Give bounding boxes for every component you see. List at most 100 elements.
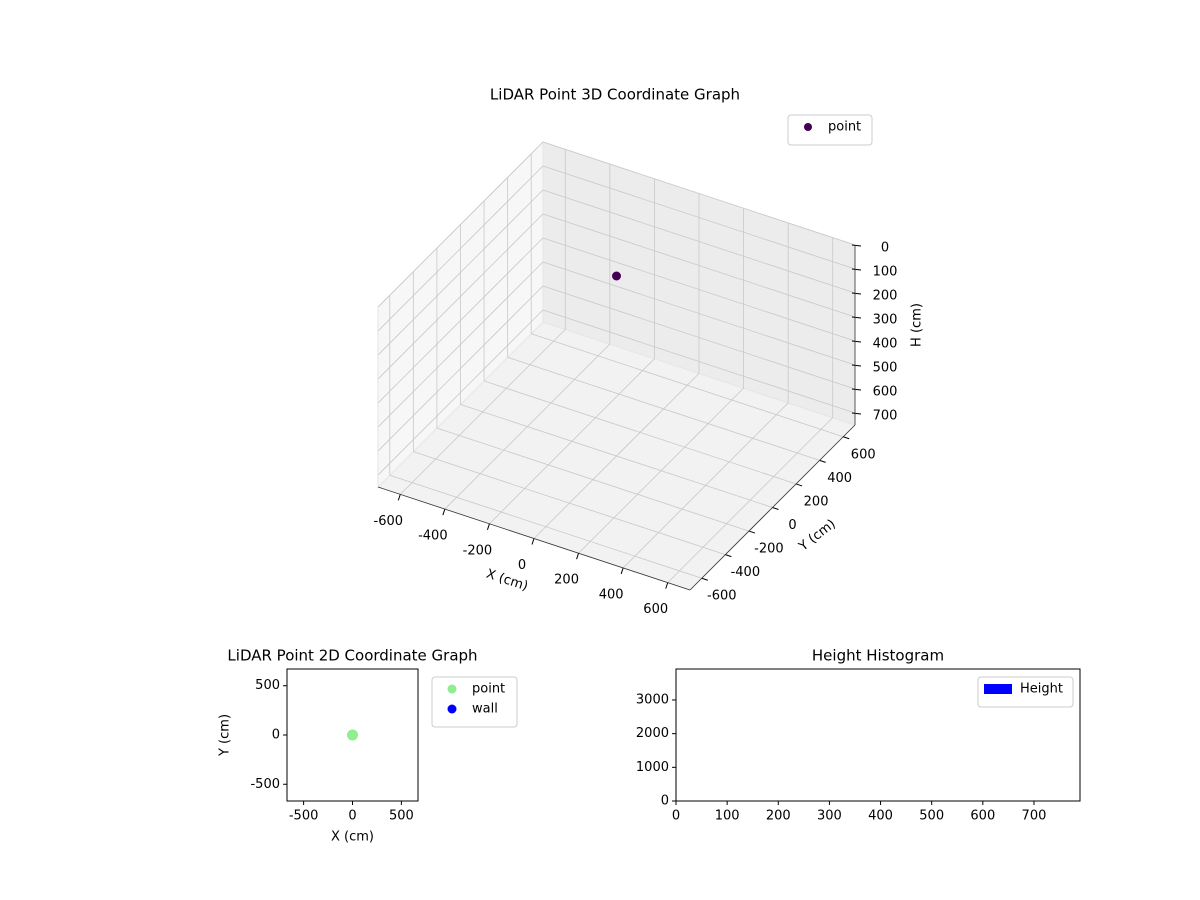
x-tick-label: -500 bbox=[289, 809, 319, 824]
point bbox=[347, 729, 358, 741]
grid-line bbox=[377, 141, 544, 308]
grid-line bbox=[377, 309, 544, 476]
grid-line bbox=[542, 213, 856, 318]
grid-line bbox=[436, 427, 750, 532]
y-axis-label: Y (cm) bbox=[796, 517, 839, 555]
y-tick-label: 400 bbox=[827, 471, 852, 486]
y-tick-label: -400 bbox=[731, 565, 761, 580]
z-tick bbox=[851, 292, 862, 295]
grid-line bbox=[460, 404, 773, 508]
grid-line bbox=[483, 380, 797, 485]
z-tick bbox=[851, 364, 862, 367]
y-tick-label: 0 bbox=[272, 728, 280, 743]
x-tick bbox=[531, 538, 535, 545]
z-tick-label: 300 bbox=[873, 313, 898, 328]
plot-frame bbox=[675, 668, 1081, 802]
y-tick-label: 200 bbox=[804, 494, 829, 509]
grid-line bbox=[542, 261, 856, 366]
y-tick bbox=[701, 577, 708, 581]
legend-label: point bbox=[472, 682, 505, 697]
x-tick-label: 0 bbox=[672, 809, 680, 824]
x-axis-label: X (cm) bbox=[331, 830, 374, 845]
x-tick-label: 600 bbox=[970, 809, 995, 824]
x-tick bbox=[620, 567, 624, 575]
grid-line bbox=[542, 309, 856, 414]
y-axis-label: Y (cm) bbox=[218, 714, 233, 757]
y-tick-label: -200 bbox=[754, 542, 784, 557]
axis-line bbox=[689, 424, 856, 591]
grid-line bbox=[377, 189, 544, 356]
y-tick-label: 600 bbox=[851, 447, 876, 462]
chart-title: LiDAR Point 2D Coordinate Graph bbox=[227, 647, 477, 665]
grid-line bbox=[377, 261, 544, 428]
y-tick bbox=[748, 530, 756, 534]
x-tick-label: 200 bbox=[766, 809, 791, 824]
point bbox=[612, 271, 621, 281]
legend-marker bbox=[984, 684, 1012, 694]
x-tick-label: 0 bbox=[348, 809, 356, 824]
x-tick bbox=[665, 582, 669, 589]
z-tick bbox=[851, 340, 862, 343]
x-tick bbox=[576, 553, 580, 560]
y-tick bbox=[819, 459, 826, 463]
y-tick bbox=[772, 507, 779, 510]
y-tick-label: 0 bbox=[661, 794, 669, 809]
grid-line bbox=[542, 285, 856, 390]
grid-line bbox=[413, 451, 726, 556]
z-tick-label: 400 bbox=[873, 337, 898, 352]
y-tick bbox=[843, 436, 850, 440]
x-tick-label: 400 bbox=[868, 809, 893, 824]
x-tick bbox=[397, 494, 401, 501]
y-tick-label: 2000 bbox=[636, 726, 669, 741]
z-axis-label: H (cm) bbox=[910, 303, 925, 347]
y-tick-label: 500 bbox=[255, 678, 280, 693]
x-tick-label: 0 bbox=[518, 558, 526, 573]
legend-label: wall bbox=[472, 702, 498, 717]
y-tick-label: -500 bbox=[250, 777, 280, 792]
x-tick-label: 400 bbox=[599, 587, 624, 602]
z-tick bbox=[851, 244, 862, 247]
grid-line bbox=[377, 285, 544, 452]
z-tick-label: 200 bbox=[873, 289, 898, 304]
chart-title: LiDAR Point 3D Coordinate Graph bbox=[490, 86, 740, 104]
y-tick-label: 1000 bbox=[636, 760, 669, 775]
legend-box bbox=[787, 114, 873, 146]
x-tick-label: 300 bbox=[817, 809, 842, 824]
y-tick-label: -600 bbox=[707, 589, 737, 604]
x-tick-label: 700 bbox=[1022, 809, 1047, 824]
legend-marker bbox=[804, 123, 812, 131]
z-tick-label: 500 bbox=[873, 361, 898, 376]
grid-line bbox=[507, 356, 820, 461]
y-tick-label: 0 bbox=[788, 518, 796, 533]
z-tick-label: 700 bbox=[873, 409, 898, 424]
z-tick bbox=[851, 388, 862, 391]
chart-title: Height Histogram bbox=[812, 647, 944, 665]
z-tick-label: 100 bbox=[873, 265, 898, 280]
x-tick bbox=[486, 523, 490, 530]
grid-line bbox=[542, 141, 856, 246]
grid-line bbox=[377, 237, 544, 404]
y-tick bbox=[725, 554, 732, 558]
x-tick-label: 500 bbox=[389, 809, 414, 824]
x-tick-label: 500 bbox=[919, 809, 944, 824]
y-tick-label: 3000 bbox=[636, 692, 669, 707]
z-tick-label: 600 bbox=[873, 385, 898, 400]
x-tick-label: -200 bbox=[463, 543, 493, 558]
y-tick bbox=[795, 483, 803, 487]
grid-line bbox=[542, 189, 856, 294]
x-tick-label: 600 bbox=[643, 602, 668, 617]
z-tick bbox=[851, 268, 862, 271]
legend-label: Height bbox=[1020, 682, 1063, 697]
x-tick-label: -400 bbox=[418, 529, 448, 544]
grid-line bbox=[531, 333, 844, 438]
legend-label: point bbox=[828, 120, 861, 135]
z-tick-label: 0 bbox=[881, 241, 889, 256]
grid-line bbox=[389, 474, 702, 579]
axis-line bbox=[377, 486, 691, 591]
x-tick-label: 100 bbox=[715, 809, 740, 824]
grid-line bbox=[377, 165, 544, 332]
x-tick-label: 200 bbox=[554, 573, 579, 588]
legend-marker bbox=[447, 704, 457, 714]
grid-line bbox=[542, 165, 856, 270]
